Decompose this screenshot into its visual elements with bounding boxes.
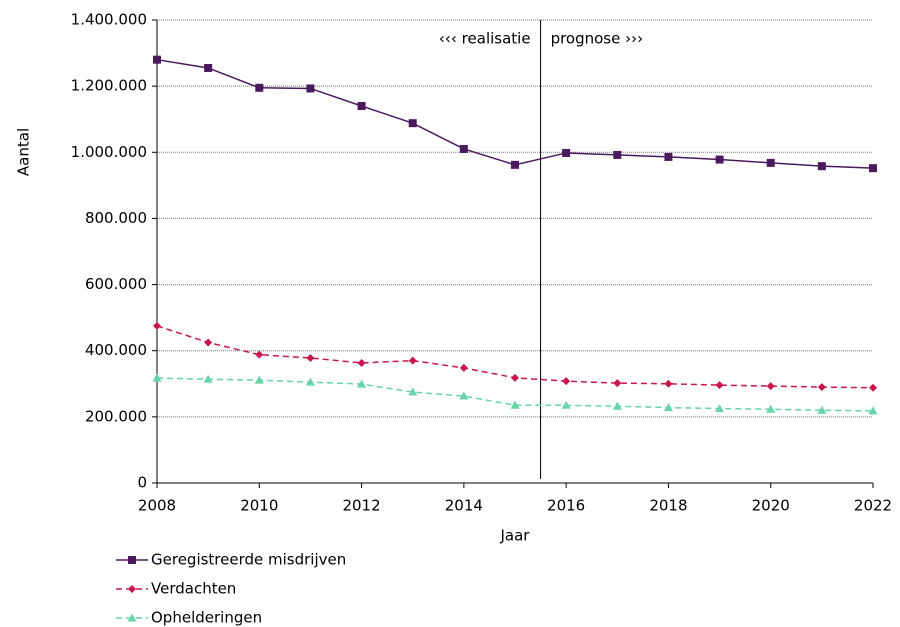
marker	[715, 155, 724, 164]
y-tick-label: 800.000	[85, 209, 147, 227]
y-tick-label: 1.400.000	[71, 11, 147, 29]
marker	[203, 374, 213, 383]
y-axis-label: Aantal	[15, 128, 33, 176]
marker	[204, 63, 213, 72]
x-axis-label: Jaar	[500, 527, 531, 545]
marker	[306, 353, 315, 362]
y-tick-label: 600.000	[85, 275, 147, 293]
marker	[357, 379, 367, 388]
x-tick-label: 2022	[854, 497, 892, 515]
marker	[766, 158, 775, 167]
legend-label: Geregistreerde misdrijven	[151, 551, 346, 569]
marker	[664, 152, 673, 161]
marker	[510, 400, 520, 409]
x-tick-label: 2012	[342, 497, 380, 515]
marker	[128, 556, 136, 564]
marker	[766, 382, 775, 391]
y-tick-label: 400.000	[85, 341, 147, 359]
marker	[817, 383, 826, 392]
legend-label: Verdachten	[151, 580, 236, 598]
marker	[817, 162, 826, 171]
marker	[153, 55, 161, 64]
x-tick-label: 2016	[547, 497, 585, 515]
marker	[562, 377, 571, 386]
marker	[715, 404, 725, 413]
marker	[459, 391, 469, 400]
marker	[305, 377, 315, 386]
y-tick-label: 200.000	[85, 407, 147, 425]
y-tick-label: 1.000.000	[71, 143, 147, 161]
marker	[561, 400, 571, 409]
marker	[613, 379, 622, 388]
x-tick-label: 2018	[649, 497, 687, 515]
x-tick-label: 2010	[240, 497, 278, 515]
marker	[128, 585, 136, 593]
marker	[357, 358, 366, 367]
marker	[152, 373, 162, 382]
marker	[869, 383, 877, 392]
legend-label: Ophelderingen	[151, 609, 262, 627]
x-tick-label: 2020	[752, 497, 790, 515]
marker	[204, 338, 213, 347]
marker	[868, 406, 878, 415]
marker	[511, 160, 519, 169]
annotation: prognose ›››	[551, 30, 644, 48]
marker	[613, 150, 622, 159]
marker	[254, 375, 264, 384]
marker	[306, 84, 315, 93]
marker	[612, 401, 622, 410]
marker	[511, 373, 519, 382]
marker	[562, 148, 571, 157]
marker	[663, 403, 673, 412]
marker	[664, 379, 673, 388]
y-tick-label: 0	[137, 474, 147, 492]
marker	[766, 404, 776, 413]
marker	[408, 387, 418, 396]
marker	[255, 83, 264, 92]
x-tick-label: 2014	[445, 497, 483, 515]
annotation: ‹‹‹ realisatie	[439, 30, 531, 48]
marker	[357, 101, 366, 110]
marker	[459, 363, 468, 372]
x-tick-label: 2008	[138, 497, 176, 515]
marker	[255, 350, 264, 359]
marker	[408, 119, 417, 128]
marker	[817, 405, 827, 414]
marker	[127, 613, 137, 622]
marker	[459, 144, 468, 153]
y-tick-label: 1.200.000	[71, 77, 147, 95]
marker	[715, 381, 724, 390]
marker	[408, 356, 417, 365]
marker	[869, 164, 877, 173]
marker	[153, 321, 161, 330]
